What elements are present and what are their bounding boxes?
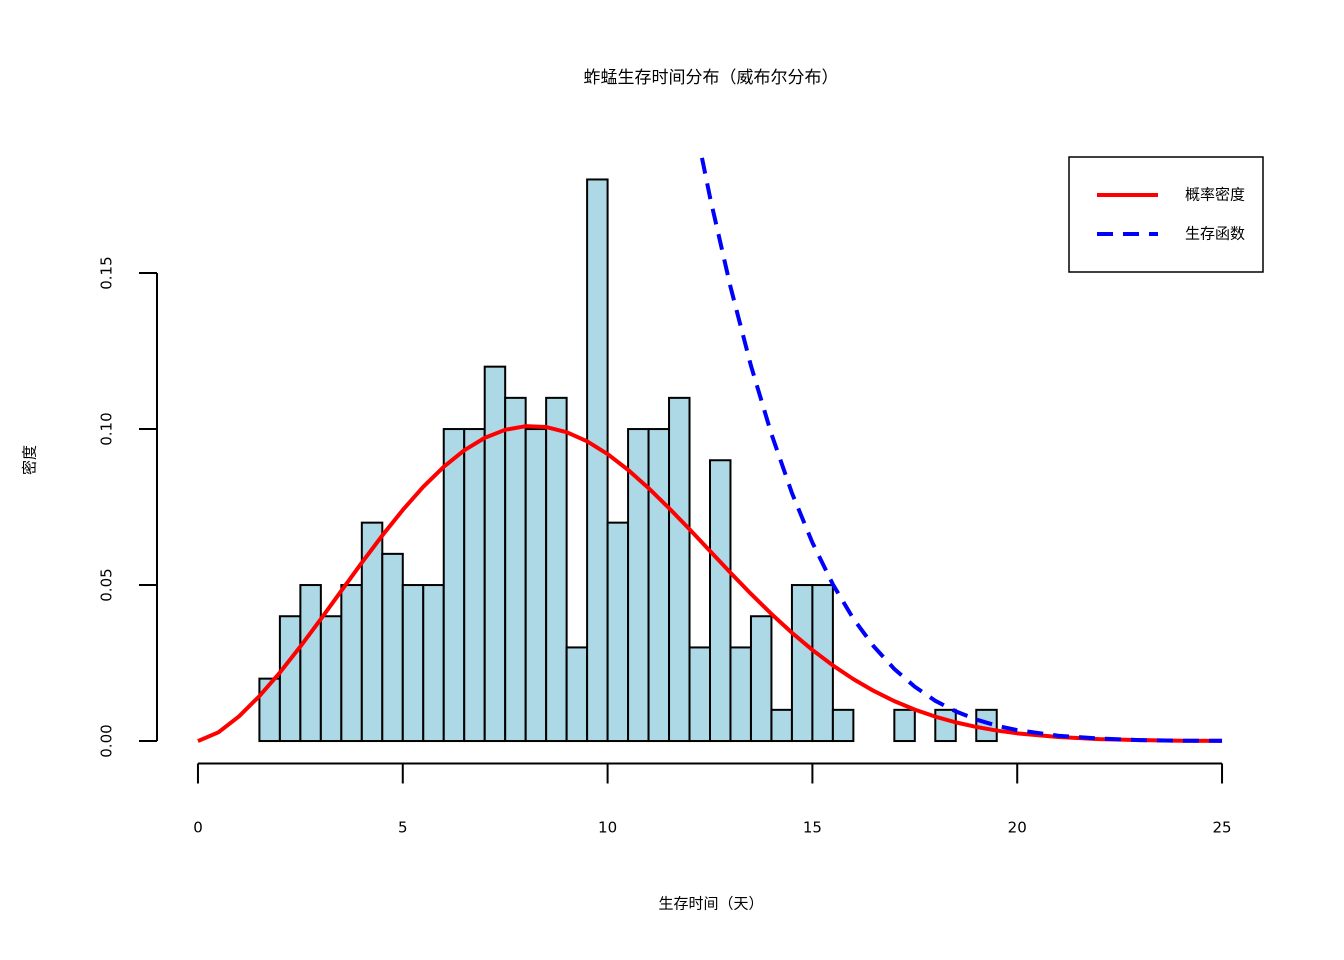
bar: [483, 365, 507, 743]
bar: [606, 521, 630, 743]
bar: [340, 584, 363, 743]
x-axis-label: 生存时间（天）: [658, 895, 763, 913]
bar: [749, 615, 773, 743]
bar: [770, 708, 793, 743]
legend-label: 概率密度: [1185, 186, 1245, 204]
bar: [729, 646, 752, 743]
series-line: [197, 424, 1223, 743]
bar: [319, 615, 343, 743]
x-tick-label: 25: [1212, 819, 1231, 837]
x-tick-label: 20: [1008, 819, 1027, 837]
bar: [463, 428, 486, 743]
legend-box: [1068, 156, 1264, 273]
bar: [668, 396, 691, 743]
bar: [401, 584, 425, 743]
bar: [586, 178, 609, 743]
y-tick-label: 0.15: [98, 256, 116, 289]
x-tick-label: 10: [598, 819, 617, 837]
y-tick-label: 0.00: [98, 724, 116, 757]
plot-area: [258, 178, 998, 743]
bar: [442, 428, 466, 743]
y-tick-label: 0.10: [98, 412, 116, 445]
x-tick-label: 0: [193, 819, 203, 837]
x-tick-label: 5: [398, 819, 408, 837]
bar: [422, 584, 445, 743]
bar: [278, 615, 302, 743]
bar: [524, 428, 548, 743]
bar: [647, 428, 671, 743]
bar: [975, 708, 998, 743]
lines: [197, 157, 1223, 743]
bar: [790, 584, 814, 743]
series-line: [699, 157, 1223, 743]
bar: [381, 552, 404, 743]
bar: [565, 646, 589, 743]
legend-label: 生存函数: [1185, 225, 1245, 243]
bar: [545, 396, 568, 743]
y-axis-label: 密度: [21, 445, 39, 475]
bar: [299, 584, 322, 743]
bar: [627, 428, 650, 743]
bar: [258, 677, 281, 743]
chart-title: 蚱蜢生存时间分布（威布尔分布）: [584, 68, 839, 88]
y-tick-label: 0.05: [98, 568, 116, 601]
x-tick-label: 15: [803, 819, 822, 837]
bar: [934, 708, 957, 743]
bar: [688, 646, 711, 743]
bar: [709, 459, 732, 743]
bar: [504, 396, 527, 743]
bar: [831, 708, 855, 743]
bar: [893, 708, 916, 743]
